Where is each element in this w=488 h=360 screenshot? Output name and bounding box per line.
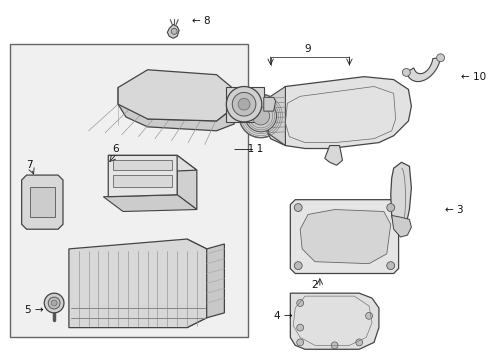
Circle shape <box>51 300 57 306</box>
Polygon shape <box>177 156 197 210</box>
Circle shape <box>365 312 372 319</box>
Circle shape <box>355 339 362 346</box>
Polygon shape <box>290 200 398 274</box>
Polygon shape <box>300 210 390 264</box>
Circle shape <box>296 339 303 346</box>
Circle shape <box>251 107 269 125</box>
Polygon shape <box>290 293 378 349</box>
Polygon shape <box>108 156 197 173</box>
Polygon shape <box>390 162 410 234</box>
Polygon shape <box>113 175 172 187</box>
Circle shape <box>386 204 394 211</box>
Circle shape <box>294 262 302 270</box>
Polygon shape <box>406 58 440 82</box>
Circle shape <box>296 324 303 331</box>
Polygon shape <box>186 239 224 328</box>
Polygon shape <box>108 156 177 197</box>
Circle shape <box>330 342 337 349</box>
Polygon shape <box>118 87 234 131</box>
Circle shape <box>226 86 261 122</box>
Text: 2: 2 <box>311 280 318 290</box>
Polygon shape <box>324 145 342 165</box>
Circle shape <box>48 297 60 309</box>
Text: 6: 6 <box>112 144 118 154</box>
Text: 9: 9 <box>304 44 311 54</box>
Polygon shape <box>263 97 275 111</box>
Polygon shape <box>265 77 410 149</box>
Circle shape <box>294 204 302 211</box>
Polygon shape <box>21 175 63 229</box>
Polygon shape <box>113 160 172 170</box>
Polygon shape <box>69 239 206 328</box>
Circle shape <box>171 28 177 34</box>
Circle shape <box>436 54 444 62</box>
Text: 7: 7 <box>26 160 33 170</box>
Polygon shape <box>118 70 234 121</box>
Bar <box>10 44 247 337</box>
Circle shape <box>238 98 249 110</box>
Text: ← 10: ← 10 <box>460 72 485 82</box>
Circle shape <box>402 68 409 76</box>
Polygon shape <box>103 195 197 211</box>
Text: 4 →: 4 → <box>273 311 292 321</box>
Polygon shape <box>226 86 263 122</box>
Polygon shape <box>267 86 285 145</box>
Circle shape <box>296 300 303 306</box>
Text: — 1: — 1 <box>243 144 263 153</box>
Polygon shape <box>167 24 179 38</box>
Circle shape <box>386 262 394 270</box>
Polygon shape <box>29 187 55 217</box>
Circle shape <box>232 93 255 116</box>
Polygon shape <box>391 215 410 237</box>
Text: — 1: — 1 <box>234 144 254 153</box>
Text: ← 3: ← 3 <box>444 204 463 215</box>
Circle shape <box>44 293 64 313</box>
Circle shape <box>239 94 282 138</box>
Circle shape <box>244 100 276 132</box>
Text: ← 8: ← 8 <box>191 15 210 26</box>
Text: 5 →: 5 → <box>24 305 43 315</box>
